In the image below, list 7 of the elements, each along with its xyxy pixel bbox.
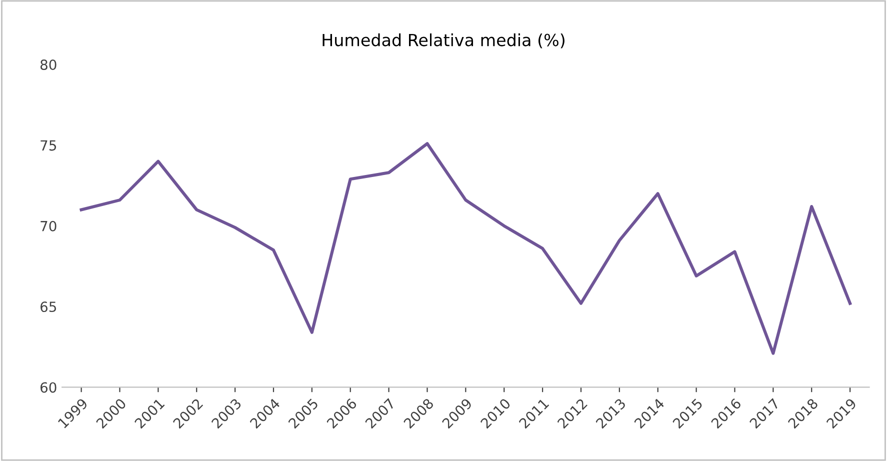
y-tick-label: 60 [40, 382, 56, 393]
chart-title: Humedad Relativa media (%) [322, 33, 564, 48]
line-series [80, 142, 852, 355]
y-tick-label: 65 [40, 302, 56, 312]
y-tick-label: 80 [40, 60, 56, 70]
y-tick-label: 75 [40, 140, 56, 151]
y-tick-label: 70 [40, 220, 56, 232]
